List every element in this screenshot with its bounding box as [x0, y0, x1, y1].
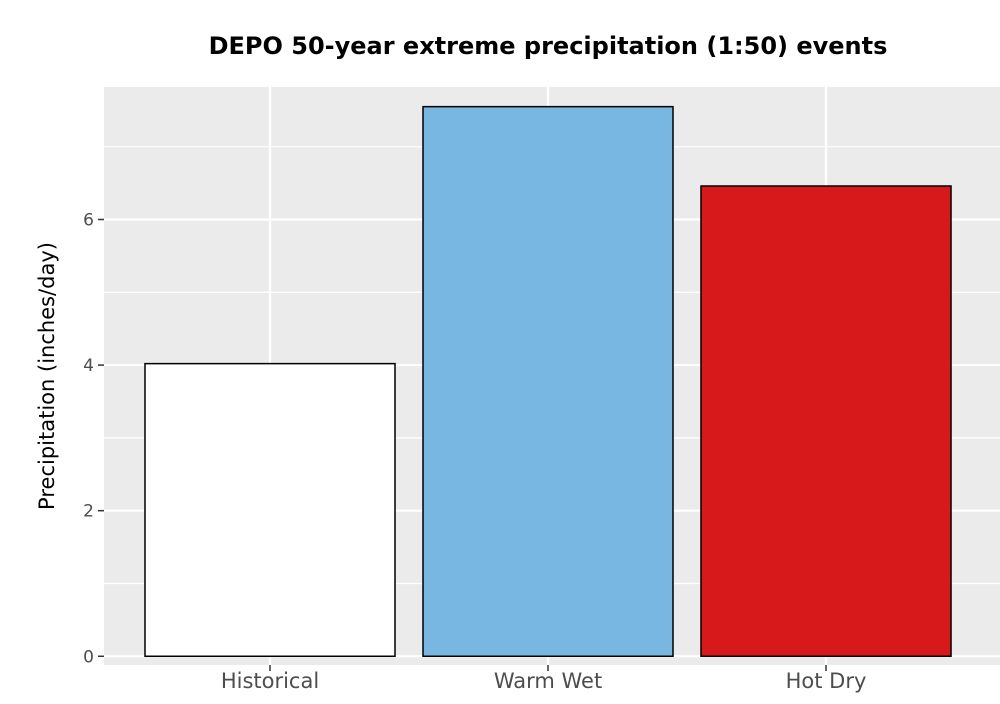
y-tick-label: 2	[83, 502, 94, 522]
x-tick-label: Warm Wet	[494, 669, 602, 693]
y-tick-label: 0	[83, 647, 94, 667]
x-tick-label: Hot Dry	[786, 669, 867, 693]
x-axis: Historical Warm Wet Hot Dry	[221, 665, 867, 693]
x-tick-label: Historical	[221, 669, 319, 693]
bar-warm-wet	[422, 105, 674, 658]
y-axis: 0 2 4 6	[83, 210, 104, 667]
y-tick-label: 6	[83, 210, 94, 230]
y-axis-title: Precipitation (inches/day)	[35, 242, 59, 510]
bar-hot-dry	[700, 185, 952, 658]
chart-title: DEPO 50-year extreme precipitation (1:50…	[209, 32, 888, 60]
bars	[144, 105, 952, 658]
bar-historical	[144, 362, 396, 658]
y-tick-label: 4	[83, 356, 94, 376]
